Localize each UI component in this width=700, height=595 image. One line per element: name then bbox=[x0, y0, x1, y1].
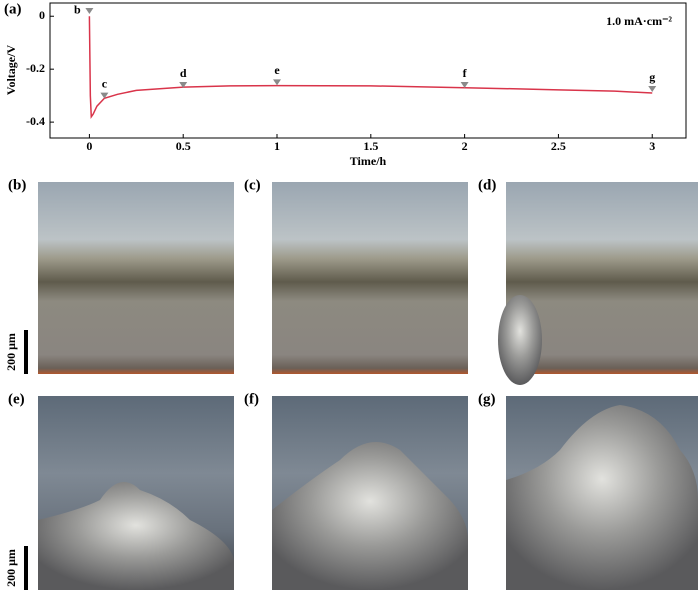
x-tick-label: 1 bbox=[274, 139, 280, 153]
marker-label: f bbox=[463, 66, 468, 80]
marker bbox=[100, 92, 109, 99]
x-tick-label: 2 bbox=[462, 139, 468, 153]
line bbox=[88, 16, 653, 120]
scale-bar bbox=[24, 546, 28, 590]
deposit bbox=[498, 295, 542, 385]
panel-label: (b) bbox=[8, 177, 26, 193]
annotation: 1.0 mA·cm⁻² bbox=[606, 14, 672, 28]
marker-label: b bbox=[74, 3, 81, 17]
scale-bar-label: 200 μm bbox=[4, 549, 18, 587]
marker-label: e bbox=[274, 63, 280, 77]
x-tick-label: 2.5 bbox=[551, 139, 566, 153]
marker bbox=[179, 82, 188, 89]
panel-label: (g) bbox=[478, 391, 496, 407]
marker-label: g bbox=[649, 70, 655, 84]
x-tick-label: 3 bbox=[649, 139, 655, 153]
plot-frame bbox=[49, 2, 687, 139]
micrograph bbox=[38, 182, 234, 374]
x-tick-label: 0.5 bbox=[176, 139, 191, 153]
scale-bar bbox=[24, 330, 28, 374]
y-tick-label: 0 bbox=[39, 8, 45, 22]
y-tick-label: -0.2 bbox=[26, 61, 45, 75]
deposit bbox=[506, 405, 698, 590]
micrograph bbox=[272, 182, 468, 374]
x-tick-label: 0 bbox=[86, 139, 92, 153]
deposit bbox=[272, 442, 468, 590]
x-axis-label: Time/h bbox=[350, 154, 387, 168]
panel-label: (e) bbox=[8, 391, 25, 407]
scale-bar-label: 200 μm bbox=[4, 333, 18, 371]
marker bbox=[273, 79, 282, 86]
y-axis-label: Voltage/V bbox=[4, 45, 18, 96]
panel-label: (d) bbox=[478, 177, 496, 193]
chart: (a) Time/h Voltage/V 1.0 mA·cm⁻² 0 0.5 1 1.… bbox=[4, 1, 687, 168]
y-tick-label: -0.4 bbox=[26, 114, 45, 128]
marker bbox=[85, 7, 94, 14]
x-tick-label: 1.5 bbox=[363, 139, 378, 153]
micrographs: (b) (c) (d) (e) (f) (g) 200 μm 200 μm bbox=[4, 177, 698, 590]
marker-label: c bbox=[102, 76, 108, 90]
marker-label: d bbox=[180, 66, 187, 80]
marker bbox=[648, 86, 657, 93]
chart-title: (a) bbox=[4, 1, 22, 17]
marker bbox=[460, 82, 469, 89]
panel-label: (f) bbox=[244, 391, 259, 407]
deposit bbox=[38, 482, 234, 590]
panel-label: (c) bbox=[244, 177, 261, 193]
